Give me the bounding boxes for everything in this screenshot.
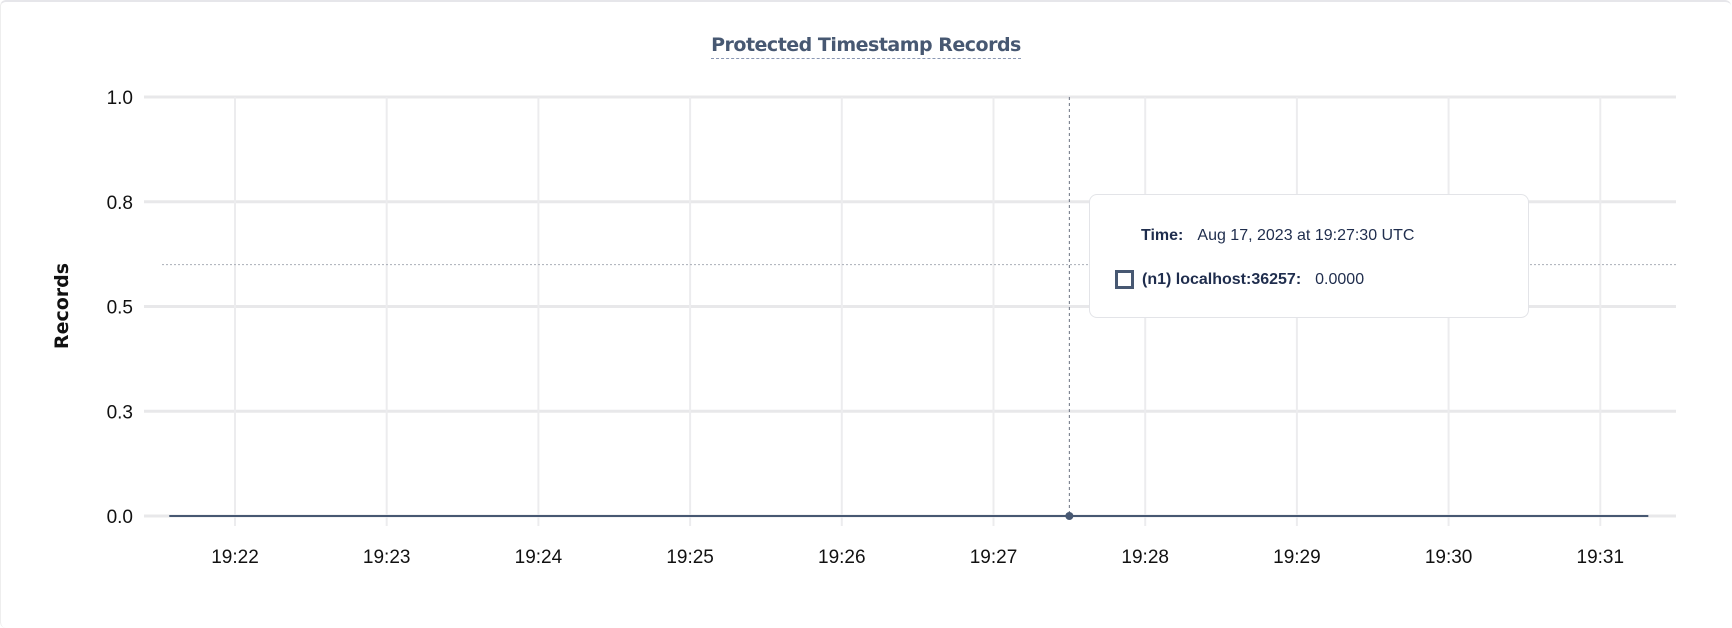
chart-title-wrap: Protected Timestamp Records — [0, 34, 1732, 59]
tooltip-series-label: (n1) localhost:36257: — [1142, 270, 1302, 288]
tooltip-time-row: Time: Aug 17, 2023 at 19:27:30 UTC — [1141, 227, 1414, 245]
x-tick-label: 19:25 — [666, 547, 714, 568]
y-tick-label: 0.0 — [107, 507, 133, 528]
x-tick-label: 19:30 — [1425, 547, 1473, 568]
x-tick-label: 19:27 — [970, 547, 1018, 568]
series-swatch-icon — [1115, 270, 1134, 289]
hover-tooltip: Time: Aug 17, 2023 at 19:27:30 UTC (n1) l… — [1089, 194, 1529, 318]
x-tick-label: 19:26 — [818, 547, 866, 568]
tooltip-series-row: (n1) localhost:36257: 0.0000 — [1115, 270, 1364, 289]
tooltip-series-value: 0.0000 — [1315, 270, 1365, 288]
chart-title[interactable]: Protected Timestamp Records — [711, 34, 1021, 59]
x-tick-label: 19:29 — [1273, 547, 1321, 568]
x-tick-label: 19:28 — [1121, 547, 1169, 568]
x-tick-label: 19:22 — [211, 547, 259, 568]
y-tick-label: 0.5 — [107, 298, 133, 319]
hover-point — [1065, 512, 1074, 520]
y-tick-label: 1.0 — [107, 88, 133, 109]
y-tick-label: 0.8 — [107, 193, 133, 214]
tooltip-time-label: Time: — [1141, 227, 1184, 244]
y-tick-label: 0.3 — [107, 402, 133, 423]
x-tick-label: 19:24 — [515, 547, 563, 568]
y-axis-label: Records — [51, 263, 73, 349]
x-tick-label: 19:23 — [363, 547, 411, 568]
tooltip-time-value: Aug 17, 2023 at 19:27:30 UTC — [1197, 227, 1415, 244]
x-tick-label: 19:31 — [1577, 547, 1625, 568]
